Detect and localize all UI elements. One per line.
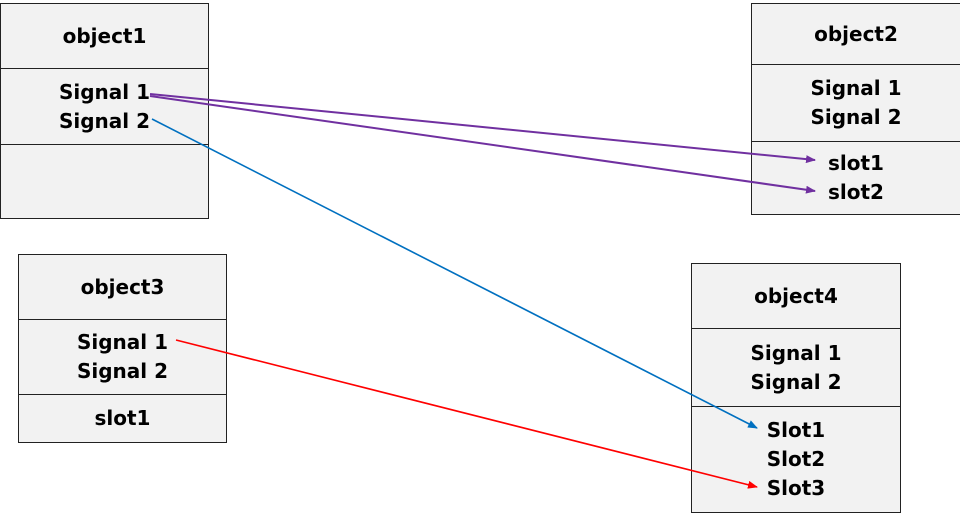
object1-slots bbox=[1, 144, 208, 218]
object4-slot-3: Slot3 bbox=[766, 476, 826, 500]
object4-signals: Signal 1 Signal 2 bbox=[692, 328, 900, 406]
object1-box: object1 Signal 1 Signal 2 bbox=[0, 3, 209, 219]
object2-signals: Signal 1 Signal 2 bbox=[752, 64, 960, 141]
object1-signal-2: Signal 2 bbox=[58, 108, 151, 133]
object4-signal-1: Signal 1 bbox=[750, 340, 842, 365]
object2-signal-2: Signal 2 bbox=[810, 105, 902, 129]
object3-signals: Signal 1 Signal 2 bbox=[19, 319, 226, 394]
object1-title-text: object1 bbox=[62, 23, 147, 48]
arrow-object3-signal1-to-object4-slot3 bbox=[175, 339, 758, 489]
object2-box: object2 Signal 1 Signal 2 slot1 slot2 bbox=[751, 3, 960, 215]
object4-title: object4 bbox=[692, 264, 900, 328]
object4-box: object4 Signal 1 Signal 2 Slot1 Slot2 Sl… bbox=[691, 263, 901, 513]
object4-signal-2: Signal 2 bbox=[750, 369, 842, 394]
object4-slot-2: Slot2 bbox=[766, 447, 826, 471]
object4-slots: Slot1 Slot2 Slot3 bbox=[692, 406, 900, 512]
object4-title-text: object4 bbox=[754, 283, 838, 308]
object1-title: object1 bbox=[1, 4, 208, 68]
object2-title-text: object2 bbox=[814, 21, 898, 46]
object2-slot-2: slot2 bbox=[828, 180, 884, 204]
object1-signal-1: Signal 1 bbox=[58, 79, 151, 104]
object3-title: object3 bbox=[19, 255, 226, 319]
object1-signals: Signal 1 Signal 2 bbox=[1, 68, 208, 144]
object2-slots: slot1 slot2 bbox=[752, 141, 960, 214]
arrow-object1-signal2-to-object4-slot1 bbox=[151, 118, 758, 429]
object3-signal-2: Signal 2 bbox=[76, 359, 169, 383]
object2-signal-1: Signal 1 bbox=[810, 76, 902, 100]
object3-slots: slot1 bbox=[19, 394, 226, 442]
arrow-object1-signal1-to-object2-slot2 bbox=[149, 95, 816, 194]
object3-slot-1: slot1 bbox=[94, 406, 151, 430]
arrow-object1-signal1-to-object2-slot1 bbox=[149, 93, 816, 164]
object3-box: object3 Signal 1 Signal 2 slot1 bbox=[18, 254, 227, 443]
object4-slot-1: Slot1 bbox=[766, 418, 826, 442]
object3-signal-1: Signal 1 bbox=[76, 330, 169, 354]
object3-title-text: object3 bbox=[80, 274, 165, 299]
object2-slot-1: slot1 bbox=[828, 151, 884, 175]
object2-title: object2 bbox=[752, 4, 960, 64]
